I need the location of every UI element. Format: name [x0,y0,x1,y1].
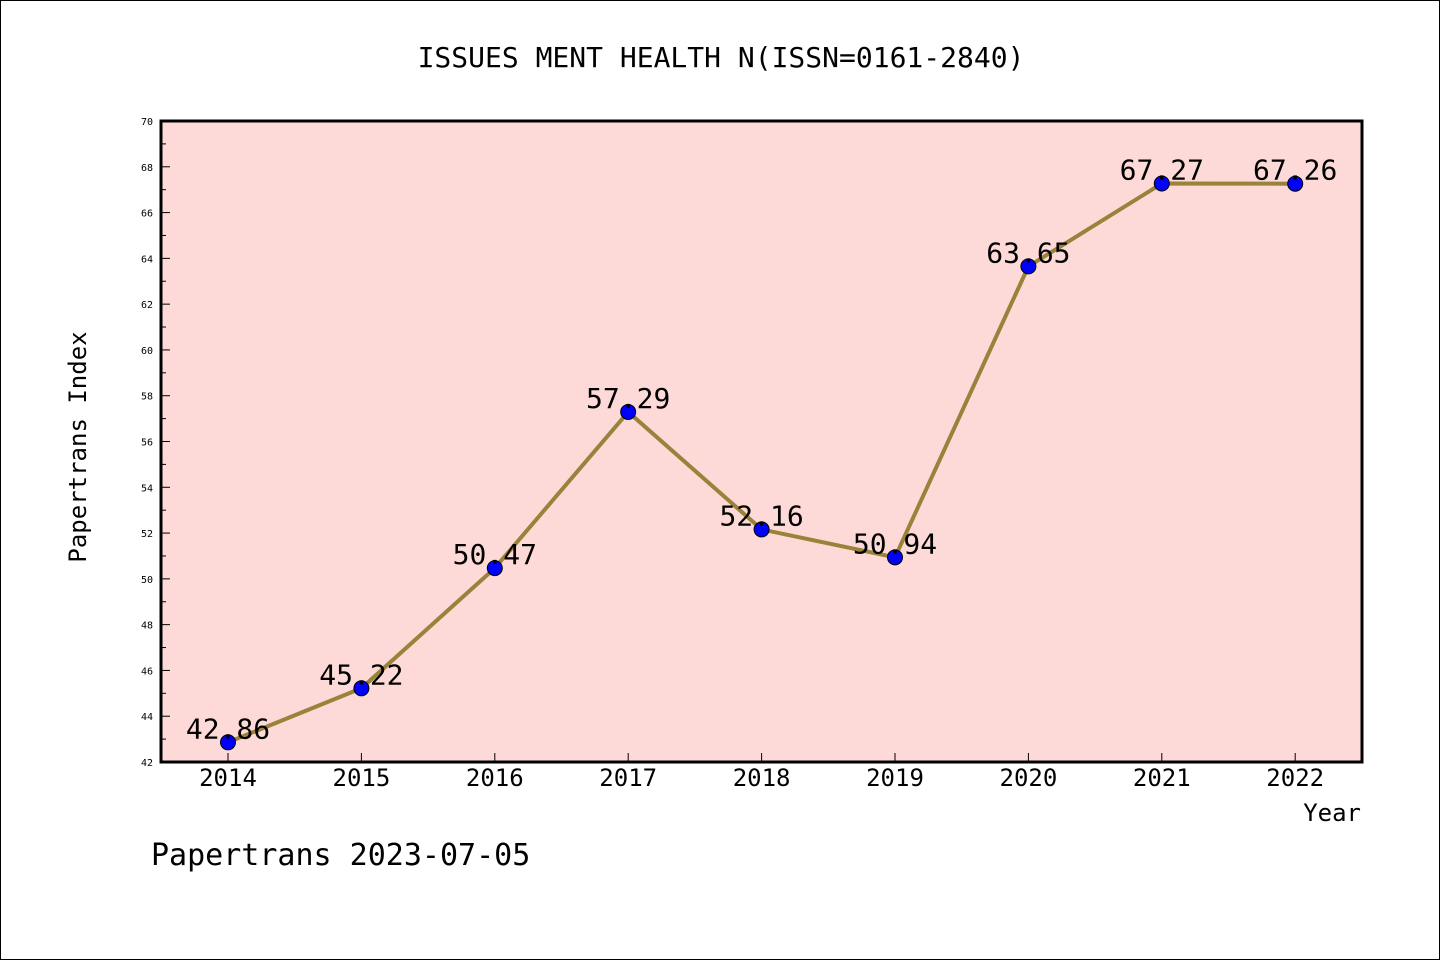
x-tick-label-2019: 2019 [866,764,924,792]
y-tick-label-54: 54 [141,483,153,494]
plot-border [159,119,1364,764]
y-axis-label: Papertrans Index [64,331,92,562]
data-point-2017 [620,403,637,420]
x-axis-label: Year [1303,799,1361,827]
x-tick-label-2016: 2016 [466,764,524,792]
data-label-2015: 45.22 [319,658,403,691]
y-tick-label-52: 52 [141,529,153,540]
y-tick-label-44: 44 [141,712,153,723]
y-tick-label-70: 70 [141,117,153,128]
x-tick-label-2022: 2022 [1266,764,1324,792]
data-point-2021 [1153,175,1170,192]
y-tick-label-42: 42 [141,758,153,769]
x-tick-label-2017: 2017 [599,764,657,792]
data-label-2017: 57.29 [586,382,670,415]
y-tick-label-48: 48 [141,621,153,632]
data-labels: 42.86 45.22 50.47 57.29 52.16 50.94 63.65 67.27… [186,153,1337,745]
series-group [220,175,1304,751]
data-label-2020: 63.65 [986,236,1070,269]
data-label-2019: 50.94 [853,527,937,560]
data-point-2016 [486,560,503,577]
y-tick-label-58: 58 [141,392,153,403]
footer-text: Papertrans 2023-07-05 [151,838,530,873]
x-axis-ticks: 2014 2015 2016 2017 2018 2019 2020 2021 2022 [199,753,1324,792]
data-point-2020 [1020,258,1037,275]
y-tick-label-46: 46 [141,666,153,677]
data-label-2021: 67.27 [1120,153,1204,186]
data-point-2019 [887,549,903,566]
y-tick-label-60: 60 [141,346,153,357]
data-point-2014 [220,734,236,751]
data-point-2018 [753,521,770,538]
y-tick-label-68: 68 [141,163,153,174]
y-tick-label-66: 66 [141,209,153,220]
x-tick-label-2018: 2018 [733,764,791,792]
data-label-2018: 52.16 [719,499,803,532]
y-tick-label-62: 62 [141,300,153,311]
y-tick-label-56: 56 [141,438,153,449]
plot-area [161,121,1362,762]
data-point-2015 [353,680,370,697]
data-label-2014: 42.86 [186,712,270,745]
x-tick-label-2021: 2021 [1133,764,1191,792]
x-tick-label-2014: 2014 [199,764,257,792]
y-tick-label-50: 50 [141,575,153,586]
chart-title: ISSUES MENT HEALTH N(ISSN=0161-2840) [418,41,1025,74]
x-tick-label-2020: 2020 [1000,764,1058,792]
data-label-2016: 50.47 [453,538,537,571]
data-label-2022: 67.26 [1253,154,1337,187]
y-tick-label-64: 64 [141,254,153,265]
data-point-2022 [1287,175,1304,192]
x-tick-label-2015: 2015 [333,764,391,792]
